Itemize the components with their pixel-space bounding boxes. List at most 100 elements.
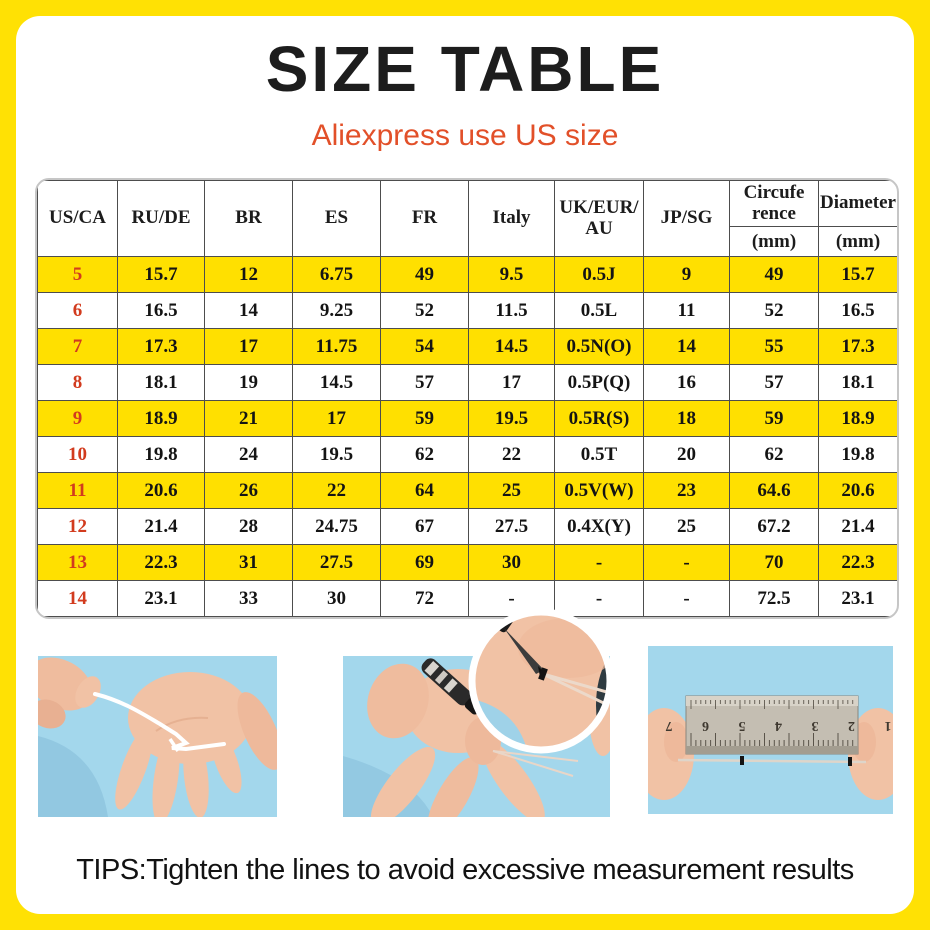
us-size-cell: 11: [37, 472, 118, 509]
size-cell: -: [554, 544, 644, 581]
string-mark-left: [740, 756, 744, 765]
size-cell: 0.5R(S): [554, 400, 644, 437]
size-cell: 64: [380, 472, 469, 509]
size-cell: 0.5J: [554, 256, 644, 293]
content-card: SIZE TABLE Aliexpress use US size US/CA R…: [16, 16, 914, 914]
photo-inset-circle: [468, 608, 614, 754]
size-cell: 62: [729, 436, 819, 473]
string-line: [93, 692, 226, 752]
us-size-cell: 10: [37, 436, 118, 473]
ruler-numbers: 1 2 3 4 5 6 7: [653, 718, 892, 733]
size-cell: 6.75: [292, 256, 381, 293]
size-cell: 17: [292, 400, 381, 437]
column-header-diameter: Diameter (mm): [818, 180, 897, 257]
table-row: 10 19.8 24 19.5 62 22 0.5T 20 62 19.8: [37, 436, 897, 473]
table-row: 8 18.1 19 14.5 57 17 0.5P(Q) 16 57 18.1: [37, 364, 897, 401]
photo-ruler-measure: 1 2 3 4 5 6 7: [648, 646, 893, 814]
size-cell: 33: [204, 580, 293, 617]
tips-text: TIPS:Tighten the lines to avoid excessiv…: [76, 854, 854, 886]
ring-size-table: US/CA RU/DE BR ES FR Italy UK/EUR/AU JP/SG Circu…: [35, 178, 899, 619]
size-cell: 69: [380, 544, 469, 581]
size-cell: 31: [204, 544, 293, 581]
size-cell: 11.75: [292, 328, 381, 365]
finger-shapes: [370, 739, 545, 817]
size-cell: -: [554, 580, 644, 617]
size-cell: 12: [204, 256, 293, 293]
page-title: SIZE TABLE: [265, 33, 665, 105]
size-cell: 28: [204, 508, 293, 545]
size-cell: 57: [729, 364, 819, 401]
left-thumb-shape: [648, 708, 694, 800]
size-cell: 25: [468, 472, 555, 509]
us-size-cell: 14: [37, 580, 118, 617]
size-cell: 0.5P(Q): [554, 364, 644, 401]
us-size-cell: 12: [37, 508, 118, 545]
size-cell: -: [643, 544, 730, 581]
size-cell: 24: [204, 436, 293, 473]
inset-ring-border: [468, 608, 614, 754]
size-cell: 18.1: [117, 364, 205, 401]
table-row: 9 18.9 21 17 59 19.5 0.5R(S) 18 59 18.9: [37, 400, 897, 437]
column-header-es: ES: [292, 180, 381, 257]
us-size-cell: 5: [37, 256, 118, 293]
size-cell: 52: [729, 292, 819, 329]
subtitle: Aliexpress use US size: [311, 119, 619, 152]
size-cell: 18.1: [818, 364, 897, 401]
size-cell: 21: [204, 400, 293, 437]
size-cell: 0.5N(O): [554, 328, 644, 365]
column-header-usca: US/CA: [37, 180, 118, 257]
size-cell: 16.5: [117, 292, 205, 329]
column-header-fr: FR: [380, 180, 469, 257]
size-cell: 62: [380, 436, 469, 473]
size-cell: 70: [729, 544, 819, 581]
size-cell: 54: [380, 328, 469, 365]
size-table-head: US/CA RU/DE BR ES FR Italy UK/EUR/AU JP/SG Circu…: [37, 180, 897, 257]
size-cell: 23.1: [818, 580, 897, 617]
string-mark-right: [848, 757, 852, 766]
size-cell: 0.5V(W): [554, 472, 644, 509]
size-cell: 14: [204, 292, 293, 329]
size-cell: 17: [204, 328, 293, 365]
size-cell: 25: [643, 508, 730, 545]
ruler-ticks: [690, 700, 854, 746]
size-cell: 17.3: [117, 328, 205, 365]
size-cell: 9: [643, 256, 730, 293]
column-header-rude: RU/DE: [117, 180, 205, 257]
size-cell: 72: [380, 580, 469, 617]
size-cell: 22.3: [818, 544, 897, 581]
size-cell: 17.3: [818, 328, 897, 365]
shadow-shape: [38, 736, 108, 817]
column-header-ukeurau: UK/EUR/AU: [554, 180, 644, 257]
size-cell: 20.6: [117, 472, 205, 509]
open-hand-shape: [115, 672, 277, 817]
table-row: 7 17.3 17 11.75 54 14.5 0.5N(O) 14 55 17.3: [37, 328, 897, 365]
size-cell: 30: [292, 580, 381, 617]
pinching-hand-shape: [38, 657, 101, 729]
size-cell: 16.5: [818, 292, 897, 329]
size-cell: 18.9: [818, 400, 897, 437]
us-size-cell: 8: [37, 364, 118, 401]
size-cell: 72.5: [729, 580, 819, 617]
table-row: 12 21.4 28 24.75 67 27.5 0.4X(Y) 25 67.2 21.4: [37, 508, 897, 545]
size-cell: 30: [468, 544, 555, 581]
size-cell: 0.5T: [554, 436, 644, 473]
size-cell: 15.7: [117, 256, 205, 293]
string-wrap-illustration: [38, 656, 277, 817]
size-cell: 11.5: [468, 292, 555, 329]
size-cell: 23: [643, 472, 730, 509]
photo-measure-string: [38, 656, 277, 817]
inset-circle-illustration: [468, 608, 614, 754]
table-row: 6 16.5 14 9.25 52 11.5 0.5L 11 52 16.5: [37, 292, 897, 329]
size-cell: 21.4: [117, 508, 205, 545]
size-cell: 21.4: [818, 508, 897, 545]
size-cell: 59: [729, 400, 819, 437]
size-cell: 22: [468, 436, 555, 473]
size-cell: 49: [380, 256, 469, 293]
column-header-italy: Italy: [468, 180, 555, 257]
size-cell: 19.8: [818, 436, 897, 473]
column-header-circuference: Circufe rence (mm): [729, 180, 819, 257]
size-cell: 19: [204, 364, 293, 401]
inset-string-lines: [542, 672, 607, 710]
size-table: US/CA RU/DE BR ES FR Italy UK/EUR/AU JP/SG Circu…: [37, 180, 897, 617]
